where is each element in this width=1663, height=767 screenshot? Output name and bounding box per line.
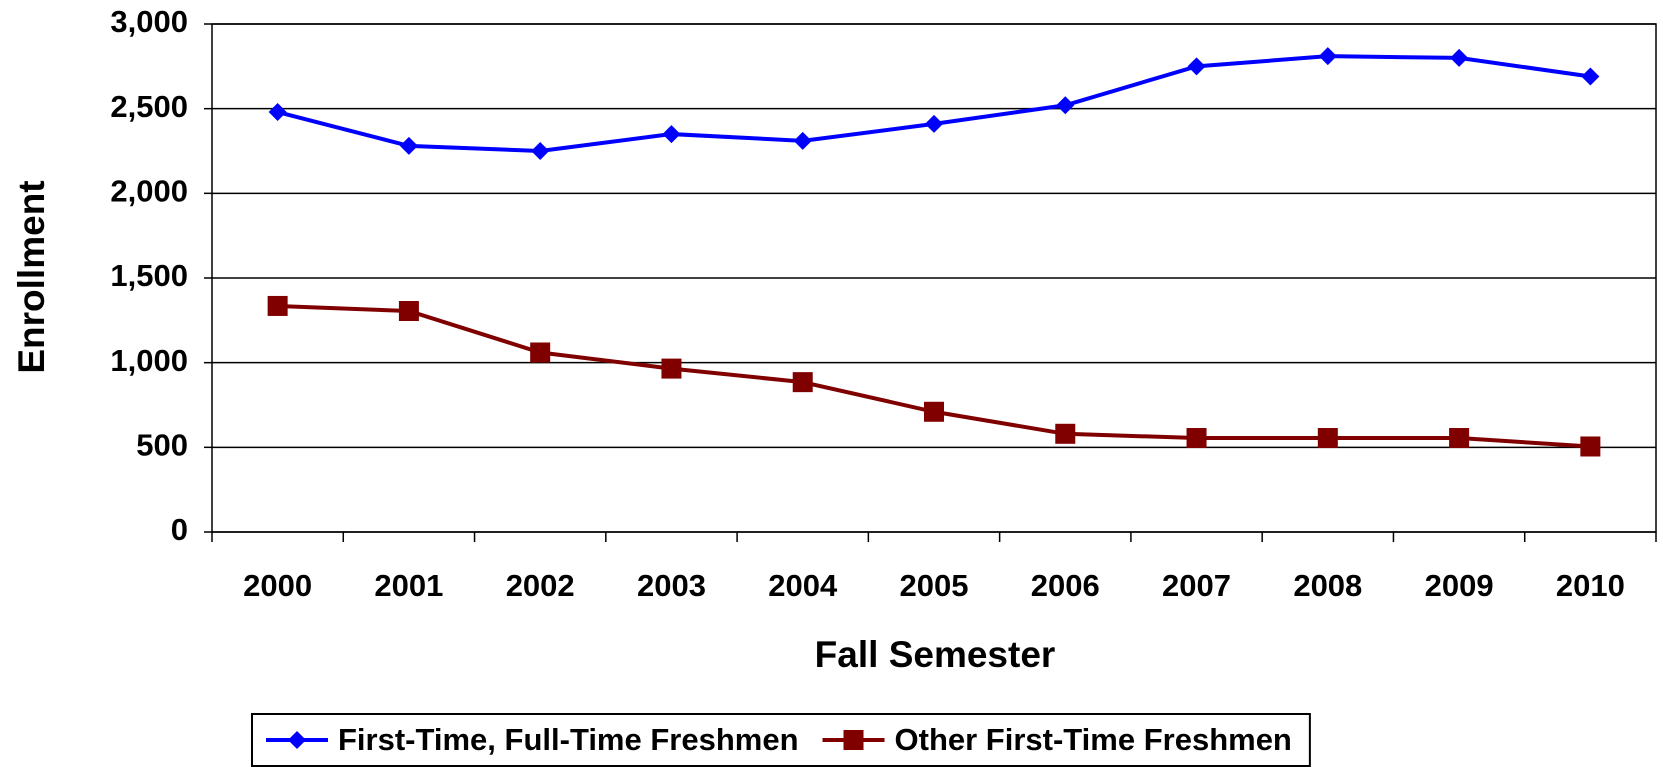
x-tick-label: 2006 xyxy=(1031,568,1100,603)
marker xyxy=(793,131,812,150)
y-axis-title: Enrollment xyxy=(11,180,52,373)
legend-label: Other First-Time Freshmen xyxy=(895,722,1292,757)
plot-frame xyxy=(211,23,1657,533)
y-tick-label: 2,500 xyxy=(110,89,188,124)
x-tick-label: 2000 xyxy=(243,568,312,603)
marker xyxy=(925,114,943,133)
marker xyxy=(792,372,813,393)
marker xyxy=(1581,67,1600,86)
x-tick-label: 2003 xyxy=(637,568,706,603)
legend-label: First-Time, Full-Time Freshmen xyxy=(338,722,799,757)
marker xyxy=(1450,48,1469,67)
x-tick-label: 2008 xyxy=(1293,568,1362,603)
x-tick-label: 2009 xyxy=(1425,568,1494,603)
marker xyxy=(1055,423,1076,444)
marker xyxy=(1186,428,1207,449)
marker xyxy=(1317,428,1338,449)
marker xyxy=(1187,57,1206,76)
x-tick-label: 2002 xyxy=(506,568,575,603)
marker xyxy=(924,401,944,422)
marker xyxy=(288,731,306,749)
marker xyxy=(531,142,550,160)
series-line xyxy=(277,303,1591,449)
y-tick-label: 1,500 xyxy=(110,258,188,293)
marker xyxy=(662,125,681,144)
series-line xyxy=(277,54,1591,154)
x-axis-title: Fall Semester xyxy=(815,634,1056,675)
legend: First-Time, Full-Time Freshmen Other Firs… xyxy=(251,713,1311,767)
y-tick-label: 500 xyxy=(136,428,188,463)
x-tick-label: 2010 xyxy=(1556,568,1625,603)
marker xyxy=(399,136,418,155)
y-tick-label: 0 xyxy=(171,512,188,547)
marker xyxy=(1318,47,1337,66)
marker xyxy=(530,342,551,363)
x-tick-label: 2005 xyxy=(900,568,969,603)
marker xyxy=(1449,428,1470,449)
y-tick-label: 3,000 xyxy=(110,4,188,39)
marker xyxy=(268,103,287,122)
marker xyxy=(661,358,682,379)
x-tick-label: 2007 xyxy=(1162,568,1231,603)
y-tick-label: 1,000 xyxy=(110,343,188,378)
x-tick-label: 2004 xyxy=(768,568,838,603)
marker xyxy=(1056,96,1075,115)
legend-box xyxy=(251,713,1311,767)
marker xyxy=(1580,436,1601,457)
y-tick-label: 2,000 xyxy=(110,174,188,209)
marker xyxy=(398,301,419,322)
x-tick-label: 2001 xyxy=(374,568,443,603)
marker xyxy=(267,295,288,316)
marker xyxy=(843,730,864,750)
